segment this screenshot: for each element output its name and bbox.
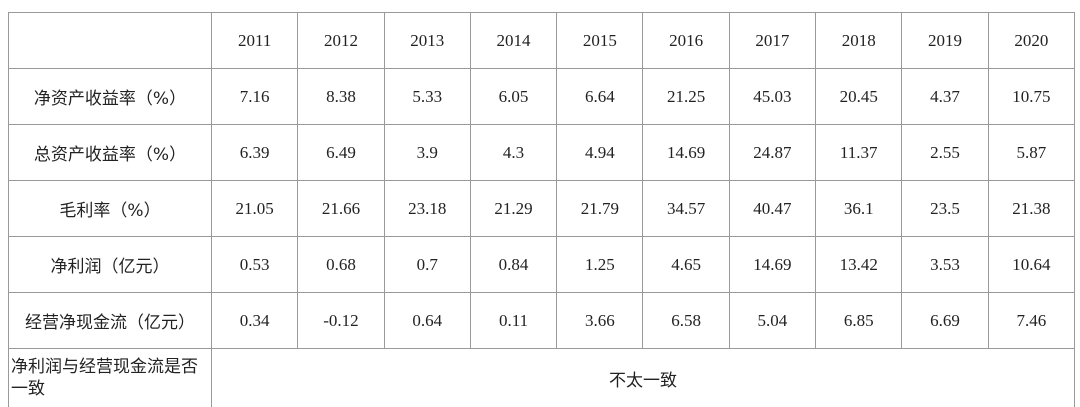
year-header: 2015 <box>556 12 644 69</box>
value-cell: 36.1 <box>815 180 903 237</box>
data-row: 总资产收益率（%） 6.39 6.49 3.9 4.3 4.94 14.69 24.87 11.… <box>8 124 1076 181</box>
value-cell: 0.84 <box>469 236 558 293</box>
value-cell: 2.55 <box>901 124 989 181</box>
year-header: 2012 <box>297 12 385 69</box>
value-cell: 21.79 <box>556 180 644 237</box>
year-header: 2011 <box>210 12 299 69</box>
value-cell: 13.42 <box>815 236 903 293</box>
year-header: 2013 <box>383 12 471 69</box>
value-cell: 6.64 <box>556 68 644 125</box>
value-cell: 21.38 <box>987 180 1076 237</box>
value-cell: 0.34 <box>210 292 299 349</box>
data-row: 毛利率（%） 21.05 21.66 23.18 21.29 21.79 34.57 40.4… <box>8 180 1076 237</box>
value-cell: 8.38 <box>297 68 385 125</box>
value-cell: 11.37 <box>815 124 903 181</box>
value-cell: 23.5 <box>901 180 989 237</box>
value-cell: 0.68 <box>297 236 385 293</box>
value-cell: 1.25 <box>556 236 644 293</box>
year-header: 2019 <box>901 12 989 69</box>
value-cell: 0.11 <box>469 292 558 349</box>
row-label: 毛利率（%） <box>8 180 212 237</box>
value-cell: 4.3 <box>469 124 558 181</box>
value-cell: 24.87 <box>728 124 817 181</box>
value-cell: 45.03 <box>728 68 817 125</box>
value-cell: 6.58 <box>642 292 730 349</box>
value-cell: 34.57 <box>642 180 730 237</box>
row-label: 净资产收益率（%） <box>8 68 212 125</box>
value-cell: 6.49 <box>297 124 385 181</box>
summary-text: 不太一致 <box>211 348 1075 407</box>
value-cell: 0.7 <box>383 236 471 293</box>
summary-label: 净利润与经营现金流是否一致 <box>8 348 212 407</box>
value-cell: 4.94 <box>556 124 644 181</box>
summary-row: 净利润与经营现金流是否一致 不太一致 <box>8 348 1075 407</box>
row-label: 经营净现金流（亿元） <box>8 292 212 349</box>
value-cell: 40.47 <box>728 180 817 237</box>
value-cell: 14.69 <box>728 236 817 293</box>
value-cell: 7.16 <box>210 68 299 125</box>
value-cell: 20.45 <box>815 68 903 125</box>
value-cell: 6.85 <box>815 292 903 349</box>
value-cell: 3.53 <box>901 236 989 293</box>
value-cell: 7.46 <box>987 292 1076 349</box>
value-cell: 14.69 <box>642 124 730 181</box>
value-cell: -0.12 <box>297 292 385 349</box>
year-header: 2018 <box>815 12 903 69</box>
data-table: 2011 2012 2013 2014 2015 2016 2017 2018 2019 2020… <box>8 12 1076 407</box>
row-label: 总资产收益率（%） <box>8 124 212 181</box>
value-cell: 3.9 <box>383 124 471 181</box>
value-cell: 0.53 <box>210 236 299 293</box>
value-cell: 5.87 <box>987 124 1076 181</box>
row-label: 净利润（亿元） <box>8 236 212 293</box>
data-row: 净资产收益率（%） 7.16 8.38 5.33 6.05 6.64 21.25 45.03 2… <box>8 68 1076 125</box>
value-cell: 0.64 <box>383 292 471 349</box>
value-cell: 6.05 <box>469 68 558 125</box>
value-cell: 21.25 <box>642 68 730 125</box>
value-cell: 3.66 <box>556 292 644 349</box>
year-header: 2020 <box>987 12 1076 69</box>
value-cell: 21.66 <box>297 180 385 237</box>
year-header: 2017 <box>728 12 817 69</box>
corner-cell <box>8 12 212 69</box>
header-row: 2011 2012 2013 2014 2015 2016 2017 2018 2019 2020 <box>8 12 1076 69</box>
data-row: 净利润（亿元） 0.53 0.68 0.7 0.84 1.25 4.65 14.69 13.42… <box>8 236 1076 293</box>
value-cell: 4.65 <box>642 236 730 293</box>
year-header: 2016 <box>642 12 730 69</box>
value-cell: 23.18 <box>383 180 471 237</box>
value-cell: 6.39 <box>210 124 299 181</box>
table-body: 2011 2012 2013 2014 2015 2016 2017 2018 2019 2020… <box>8 12 1076 407</box>
data-row: 经营净现金流（亿元） 0.34 -0.12 0.64 0.11 3.66 6.58 5.04 6… <box>8 292 1076 349</box>
value-cell: 5.33 <box>383 68 471 125</box>
value-cell: 6.69 <box>901 292 989 349</box>
value-cell: 10.64 <box>987 236 1076 293</box>
value-cell: 10.75 <box>987 68 1076 125</box>
value-cell: 21.05 <box>210 180 299 237</box>
value-cell: 4.37 <box>901 68 989 125</box>
year-header: 2014 <box>469 12 558 69</box>
value-cell: 21.29 <box>469 180 558 237</box>
value-cell: 5.04 <box>728 292 817 349</box>
